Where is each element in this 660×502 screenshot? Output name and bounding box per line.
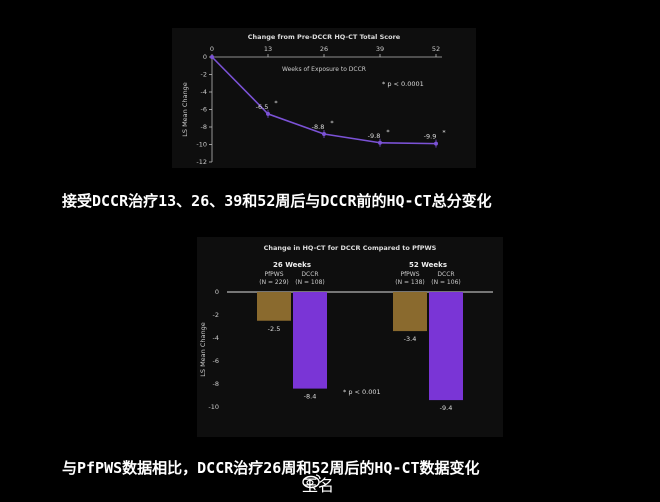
caption-top: 接受DCCR治疗13、26、39和52周后与DCCR前的HQ-CT总分变化 — [62, 192, 492, 210]
bar-value-label: -3.4 — [404, 335, 417, 343]
y-tick-label: -2 — [213, 311, 219, 319]
bar-n: (N = 106) — [431, 279, 460, 286]
group-label: 52 Weeks — [409, 261, 447, 269]
x-tick-label: 52 — [432, 45, 440, 53]
annotation: * p < 0.0001 — [382, 80, 424, 88]
significance-marker: * — [386, 128, 390, 136]
weibo-icon — [302, 474, 321, 489]
y-tick-label: -8 — [213, 380, 219, 388]
bar-value-label: -8.4 — [304, 393, 317, 401]
chart-title: Change in HQ-CT for DCCR Compared to PfP… — [264, 244, 437, 252]
significance-marker: * — [274, 99, 278, 107]
bar-chart: Change in HQ-CT for DCCR Compared to PfP… — [199, 244, 493, 412]
caption-bottom: 与PfPWS数据相比，DCCR治疗26周和52周后的HQ-CT数据变化 — [62, 459, 480, 477]
bar-n: (N = 138) — [395, 279, 424, 286]
significance-marker: * — [330, 119, 334, 127]
y-tick-label: -4 — [201, 88, 207, 96]
x-tick-label: 26 — [320, 45, 328, 53]
y-tick-label: -10 — [196, 141, 207, 149]
y-tick-label: -2 — [201, 71, 207, 79]
data-label: -9.8 — [368, 132, 381, 140]
data-label: -9.9 — [424, 133, 437, 141]
bar — [393, 292, 427, 332]
x-axis-label: Weeks of Exposure to DCCR — [282, 66, 366, 73]
bar-name: PfPWS — [264, 271, 283, 278]
y-tick-label: 0 — [215, 288, 219, 296]
data-point — [266, 111, 270, 116]
bar-name: DCCR — [301, 271, 318, 278]
watermark: 玉名 — [302, 472, 334, 496]
y-tick-label: -8 — [201, 123, 207, 131]
line-chart: Change from Pre-DCCR HQ-CT Total Score 0 1… — [181, 33, 446, 166]
group-label: 26 Weeks — [273, 261, 311, 269]
bar-name: PfPWS — [400, 271, 419, 278]
bar-name: DCCR — [437, 271, 454, 278]
data-point — [210, 55, 214, 59]
data-point — [434, 141, 438, 146]
bar — [429, 292, 463, 401]
data-point — [322, 132, 326, 136]
y-tick-label: -10 — [208, 403, 219, 411]
significance-marker: * — [442, 129, 446, 137]
x-tick-label: 13 — [264, 45, 272, 53]
x-tick-label: 0 — [210, 45, 214, 53]
y-tick-label: -6 — [201, 106, 207, 114]
y-tick-label: -6 — [213, 357, 219, 365]
data-label: -6.5 — [256, 103, 269, 111]
bar-chart-panel: Change in HQ-CT for DCCR Compared to PfP… — [197, 237, 503, 437]
y-tick-label: 0 — [203, 53, 207, 61]
bar-value-label: -2.5 — [268, 325, 281, 333]
x-tick-label: 39 — [376, 45, 384, 53]
bar-n: (N = 108) — [295, 279, 324, 286]
annotation: * p < 0.001 — [343, 388, 381, 396]
chart-title: Change from Pre-DCCR HQ-CT Total Score — [248, 33, 401, 41]
y-axis-label: LS Mean Change — [199, 322, 207, 376]
data-label: -8.8 — [312, 123, 325, 131]
bar — [293, 292, 327, 389]
y-tick-label: -12 — [196, 158, 207, 166]
bar — [257, 292, 291, 321]
line-chart-panel: Change from Pre-DCCR HQ-CT Total Score 0 1… — [172, 28, 476, 168]
bar-n: (N = 229) — [259, 279, 288, 286]
y-tick-label: -4 — [213, 334, 219, 342]
data-point — [378, 140, 382, 145]
y-axis-label: LS Mean Change — [181, 82, 189, 136]
bar-value-label: -9.4 — [440, 404, 453, 412]
